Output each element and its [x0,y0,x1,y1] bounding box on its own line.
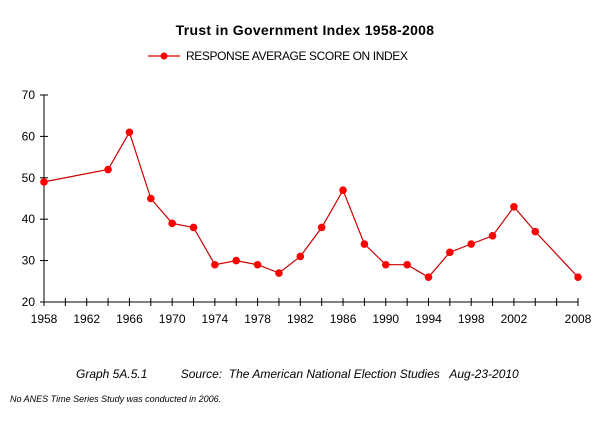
data-point [424,273,433,281]
data-point [446,248,454,257]
x-tick-label: 1982 [287,312,314,326]
data-point [403,260,411,269]
y-tick-label: 30 [22,254,36,268]
graph-id: Graph 5A.5.1 [76,367,148,381]
data-point [488,231,497,240]
legend-marker-icon [148,52,180,60]
source-text: Source: The American National Election S… [180,367,440,381]
x-tick-label: 2008 [565,312,592,326]
y-tick-label: 40 [22,212,36,226]
y-tick-label: 50 [22,171,36,185]
data-point [510,202,518,211]
data-point [211,260,219,269]
x-tick-label: 1962 [73,312,100,326]
data-point [275,269,283,277]
x-tick-label: 1990 [372,312,399,326]
data-point [317,223,326,232]
data-point [467,240,476,248]
legend: RESPONSE AVERAGE SCORE ON INDEX [148,48,408,64]
legend-label: RESPONSE AVERAGE SCORE ON INDEX [186,49,408,63]
data-point [40,178,48,186]
data-point [574,273,582,281]
x-tick-label: 1970 [159,312,186,326]
data-point [253,260,262,269]
data-point [168,219,176,228]
data-point [296,252,305,261]
data-point [189,223,198,232]
x-tick-label: 1974 [202,312,229,326]
x-tick-label: 1958 [31,312,58,326]
data-point [381,260,390,269]
y-tick-label: 20 [22,295,36,309]
data-point [339,186,347,195]
data-point [147,194,155,203]
x-tick-label: 1998 [458,312,485,326]
caption: Graph 5A.5.1 Source: The American Nation… [76,367,519,381]
caption-date: Aug-23-2010 [449,367,519,381]
y-tick-label: 60 [22,129,36,143]
chart-title: Trust in Government Index 1958-2008 [175,22,435,38]
data-point [360,240,369,248]
chart-plot: 20 30 40 50 60 70 1958 1962 1966 1970 1974 1978 1982… [22,88,592,326]
data-point [232,256,241,265]
x-tick-label: 1994 [415,312,442,326]
y-tick-label: 70 [22,88,36,102]
data-point [104,165,112,174]
series-line [43,130,579,278]
footnote: No ANES Time Series Study was conducted … [10,394,222,404]
x-tick-label: 2002 [501,312,528,326]
x-tick-label: 1978 [244,312,271,326]
x-tick-label: 1966 [116,312,143,326]
data-point [531,227,540,236]
data-point [125,128,134,137]
x-tick-label: 1986 [330,312,357,326]
